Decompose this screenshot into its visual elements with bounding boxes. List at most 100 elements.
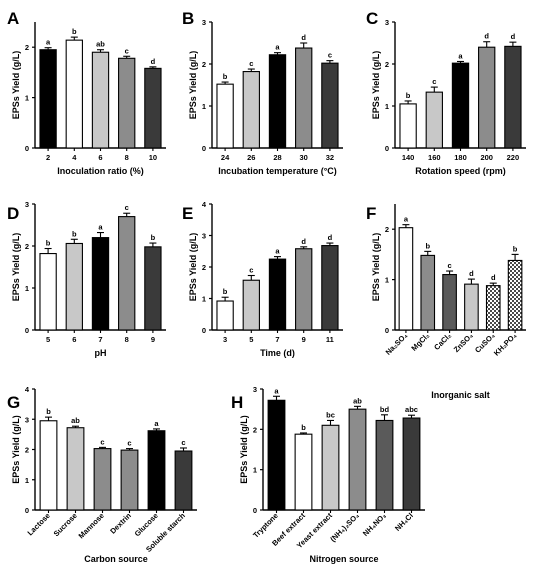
significance-letter-a-1: a (46, 38, 51, 47)
bar-h-6 (402, 417, 421, 511)
significance-letter-d-4: c (125, 203, 129, 212)
panel-label-e: E (182, 204, 193, 223)
significance-letter-g-2: ab (71, 416, 80, 425)
x-tick-label-e-1: 3 (223, 335, 227, 344)
y-tick-label-g: 3 (25, 415, 29, 424)
y-tick-label-d: 0 (25, 326, 29, 335)
significance-letter-c-4: d (484, 32, 489, 41)
x-axis-title-f: Inorganic salt (431, 390, 490, 400)
x-tick-label-a-3: 6 (98, 153, 102, 162)
bar-d-2 (65, 242, 83, 331)
y-axis-title-f: EPSs Yield (g/L) (371, 233, 381, 302)
bar-a-3 (91, 51, 110, 149)
significance-letter-b-1: b (223, 72, 228, 81)
x-tick-label-g-4: Dextrin (108, 511, 133, 536)
y-tick-label-h: 2 (253, 425, 257, 434)
bar-d-4 (118, 216, 136, 331)
y-tick-label-h: 3 (253, 385, 257, 394)
y-tick-label-c: 3 (385, 18, 389, 27)
y-tick-label-b: 1 (202, 102, 206, 111)
x-tick-label-d-5: 9 (151, 335, 155, 344)
x-axis-title-d: pH (95, 348, 107, 358)
bar-g-2 (66, 427, 85, 511)
significance-letter-b-2: c (249, 59, 253, 68)
y-tick-label-e: 3 (202, 232, 206, 241)
x-tick-label-e-3: 7 (275, 335, 279, 344)
x-tick-label-h-5: NH₄NO₃ (361, 511, 388, 538)
significance-letter-f-4: d (469, 269, 474, 278)
bar-h-1 (267, 399, 286, 511)
significance-letter-h-4: ab (353, 396, 362, 405)
significance-letter-b-4: d (301, 33, 306, 42)
x-tick-label-a-4: 8 (125, 153, 129, 162)
y-axis-title-d: EPSs Yield (g/L) (11, 233, 21, 302)
x-tick-label-g-1: Lactose (25, 511, 51, 537)
x-tick-label-g-5: Glucose (133, 511, 160, 538)
significance-letter-g-6: c (181, 438, 185, 447)
y-axis-title-c: EPSs Yield (g/L) (371, 51, 381, 120)
significance-letter-h-1: a (274, 386, 279, 395)
significance-letter-b-5: c (328, 51, 332, 60)
bar-b-2 (242, 71, 260, 149)
y-tick-label-b: 3 (202, 18, 206, 27)
y-tick-label-e: 2 (202, 263, 206, 272)
significance-letter-c-1: b (406, 91, 411, 100)
y-tick-label-c: 0 (385, 144, 389, 153)
bar-f-4 (464, 283, 479, 331)
bar-f-6 (507, 259, 523, 331)
bar-d-5 (144, 246, 162, 331)
x-axis-title-c: Rotation speed (rpm) (415, 166, 506, 176)
y-tick-label-c: 2 (385, 60, 389, 69)
x-axis-title-g: Carbon source (84, 554, 148, 564)
y-tick-label-b: 0 (202, 144, 206, 153)
y-tick-label-e: 1 (202, 295, 206, 304)
y-tick-label-h: 0 (253, 506, 257, 515)
x-tick-label-g-2: Sucrose (52, 511, 79, 538)
x-tick-label-c-5: 220 (507, 153, 520, 162)
significance-letter-h-5: bd (380, 405, 390, 414)
significance-letter-e-1: b (223, 287, 228, 296)
x-tick-label-h-6: NH₄Cl (393, 511, 415, 533)
bar-f-1 (398, 227, 414, 331)
y-tick-label-a: 2 (25, 43, 29, 52)
bar-g-1 (39, 420, 58, 511)
x-tick-label-c-4: 200 (480, 153, 493, 162)
y-axis-title-b: EPSs Yield (g/L) (188, 51, 198, 120)
bar-e-2 (242, 279, 260, 331)
x-tick-label-f-2: MgCl₂ (409, 331, 431, 353)
x-tick-label-d-3: 7 (98, 335, 102, 344)
bar-g-3 (93, 448, 112, 511)
bar-f-3 (442, 274, 457, 331)
bar-e-4 (295, 248, 313, 331)
significance-letter-e-3: a (275, 247, 280, 256)
x-tick-label-f-6: KH₂PO₄ (492, 331, 519, 358)
x-tick-label-d-4: 8 (125, 335, 129, 344)
panel-label-d: D (7, 204, 19, 223)
significance-letter-h-2: b (301, 423, 306, 432)
significance-letter-a-2: b (72, 27, 77, 36)
bar-c-2 (425, 91, 443, 149)
panel-label-a: A (7, 9, 19, 28)
x-tick-label-a-2: 4 (72, 153, 77, 162)
x-tick-label-c-2: 160 (428, 153, 441, 162)
significance-letter-a-4: c (125, 46, 129, 55)
bar-c-3 (451, 62, 470, 149)
y-tick-label-f: 0 (385, 326, 389, 335)
bar-a-2 (65, 39, 83, 149)
bar-c-5 (504, 45, 522, 149)
y-axis-title-a: EPSs Yield (g/L) (11, 51, 21, 120)
significance-letter-d-1: b (46, 239, 51, 248)
x-tick-label-g-3: Mannose (77, 511, 106, 540)
panel-label-f: F (366, 204, 376, 223)
x-tick-label-f-4: ZnSO₄ (452, 331, 475, 354)
x-axis-title-h: Nitrogen source (309, 554, 378, 564)
y-axis-title-h: EPSs Yield (g/L) (239, 415, 249, 484)
y-tick-label-f: 2 (385, 225, 389, 234)
significance-letter-c-2: c (432, 77, 436, 86)
y-tick-label-g: 1 (25, 476, 29, 485)
significance-letter-d-3: a (98, 223, 103, 232)
bar-g-5 (147, 430, 166, 511)
y-tick-label-d: 2 (25, 242, 29, 251)
significance-letter-g-5: a (154, 419, 159, 428)
x-tick-label-f-3: CaCl₂ (432, 331, 453, 352)
